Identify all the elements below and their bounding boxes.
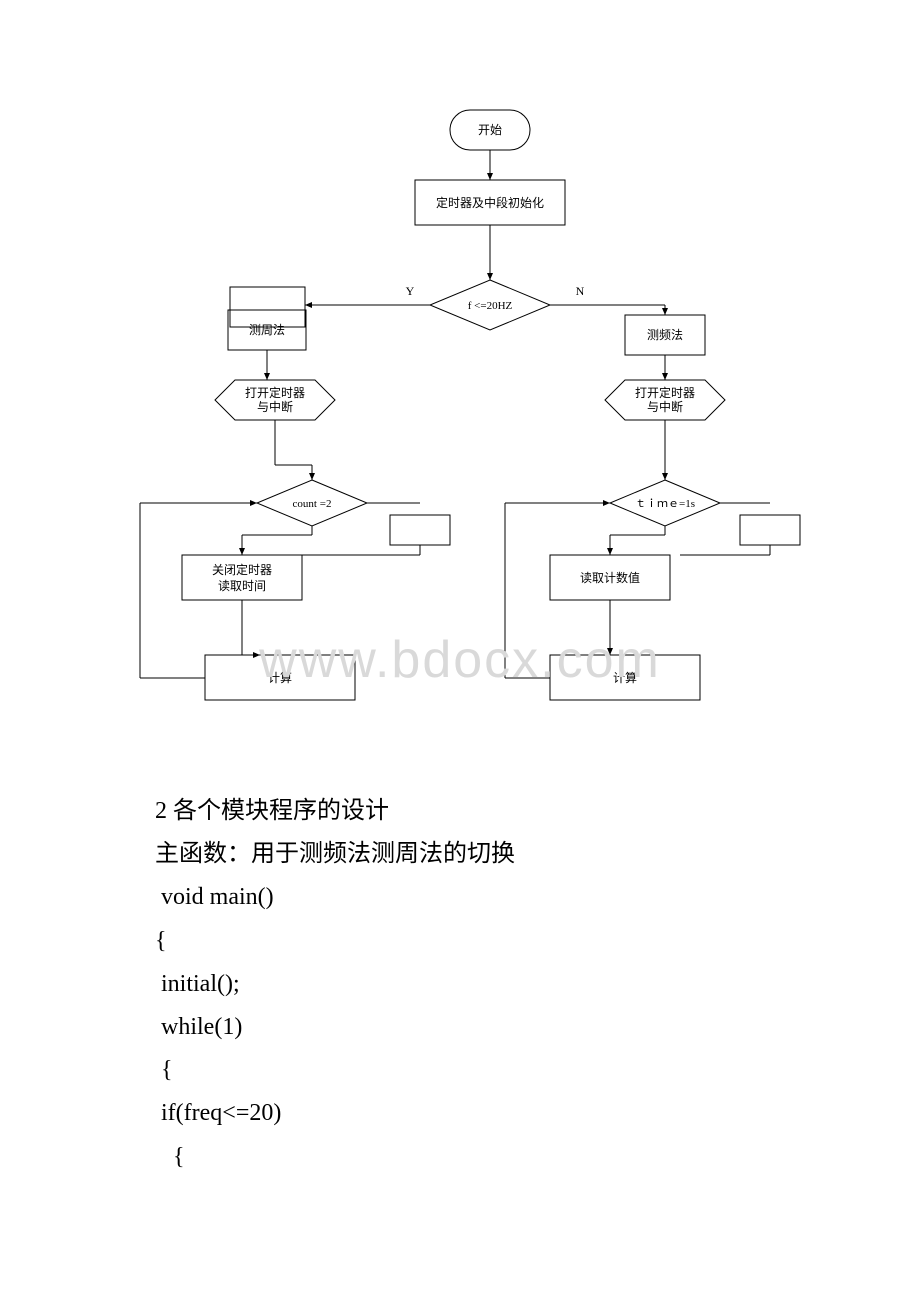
node-period-label: 测周法 [249,323,285,337]
node-read-l-line1: 关闭定时器 [212,562,272,577]
node-dec-freq-label: f <=20HZ [468,300,513,312]
branch-y-label: Y [406,284,415,298]
node-open-r-line1: 打开定时器 [635,385,695,400]
page: 开始 定时器及中段初始化 f <=20HZ Y N 测周法 测频法 打开定时器 … [0,0,920,1302]
code-line-6: { [155,1136,515,1179]
node-open-l-line2: 与中断 [257,399,293,414]
section-subheading: 主函数：用于测频法测周法的切换 [155,833,515,876]
section-heading: 2 各个模块程序的设计 [155,790,515,833]
node-freq-label: 测频法 [647,328,683,342]
node-calc-r-label: 计算 [613,670,637,685]
node-dec-l-label: count =2 [293,498,332,510]
code-line-2: initial(); [155,963,515,1006]
node-read-l-line2: 读取时间 [218,579,266,593]
node-init-label: 定时器及中段初始化 [436,195,544,210]
code-line-5: if(freq<=20) [155,1092,515,1135]
node-start-label: 开始 [478,123,502,137]
branch-n-label: N [576,284,585,298]
node-dec-r-label: ｔｉｍｅ=1s [635,498,695,510]
code-line-0: void main() [155,876,515,919]
flowchart: 开始 定时器及中段初始化 f <=20HZ Y N 测周法 测频法 打开定时器 … [120,100,820,710]
node-open-r-line2: 与中断 [647,399,683,414]
node-calc-l-label: 计算 [268,670,292,685]
code-line-4: { [155,1049,515,1092]
node-read-r-label: 读取计数值 [580,570,640,585]
code-line-1: { [155,920,515,963]
text-block: 2 各个模块程序的设计 主函数：用于测频法测周法的切换 void main() … [155,790,515,1179]
node-open-l-line1: 打开定时器 [245,385,305,400]
code-line-3: while(1) [155,1006,515,1049]
